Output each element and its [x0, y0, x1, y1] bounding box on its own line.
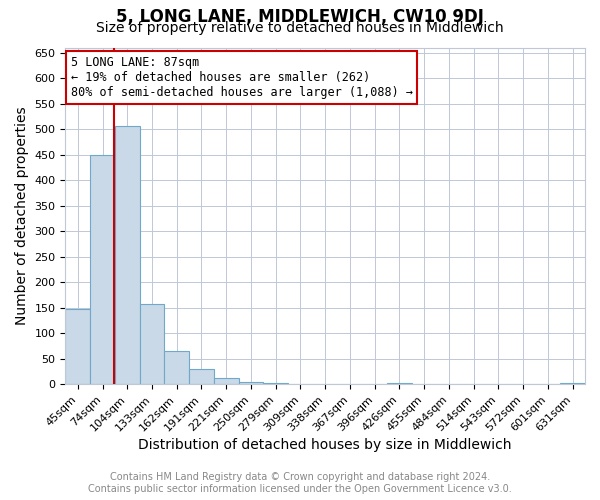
Bar: [214, 378, 239, 384]
Text: Size of property relative to detached houses in Middlewich: Size of property relative to detached ho…: [96, 21, 504, 35]
Text: 5 LONG LANE: 87sqm
← 19% of detached houses are smaller (262)
80% of semi-detach: 5 LONG LANE: 87sqm ← 19% of detached hou…: [71, 56, 413, 99]
Y-axis label: Number of detached properties: Number of detached properties: [15, 106, 29, 325]
Text: 5, LONG LANE, MIDDLEWICH, CW10 9DJ: 5, LONG LANE, MIDDLEWICH, CW10 9DJ: [116, 8, 484, 26]
Bar: [65, 308, 90, 384]
X-axis label: Distribution of detached houses by size in Middlewich: Distribution of detached houses by size …: [139, 438, 512, 452]
Bar: [560, 382, 585, 384]
Bar: [239, 382, 263, 384]
Bar: [115, 126, 140, 384]
Text: Contains HM Land Registry data © Crown copyright and database right 2024.
Contai: Contains HM Land Registry data © Crown c…: [88, 472, 512, 494]
Bar: [140, 304, 164, 384]
Bar: [164, 351, 189, 384]
Bar: [263, 382, 288, 384]
Bar: [189, 369, 214, 384]
Bar: [387, 383, 412, 384]
Bar: [90, 154, 115, 384]
